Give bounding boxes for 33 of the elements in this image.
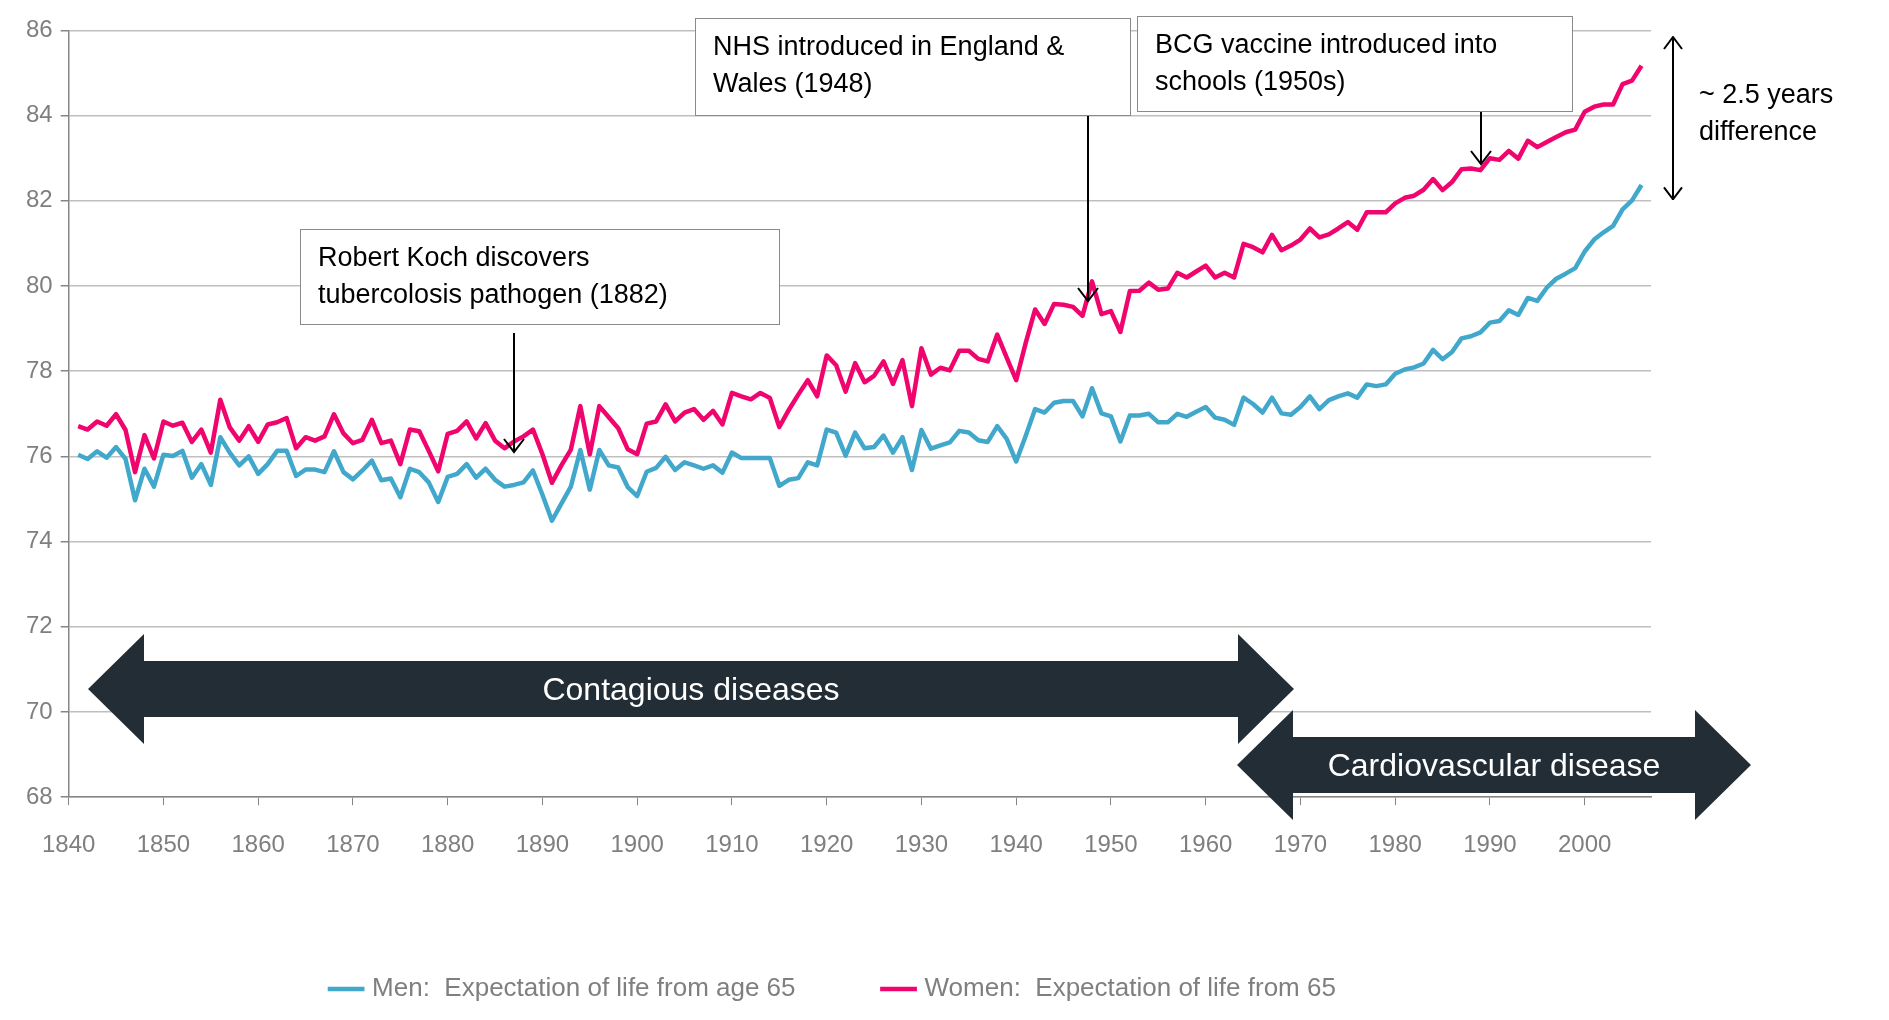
x-tick-label: 1920 bbox=[799, 830, 854, 858]
x-tick-label: 1850 bbox=[136, 830, 191, 858]
x-tick-label: 2000 bbox=[1557, 830, 1612, 858]
y-tick-label: 72 bbox=[25, 611, 53, 639]
x-tick-label: 1980 bbox=[1368, 830, 1422, 858]
x-tick-label: 1840 bbox=[42, 830, 96, 858]
y-tick-label: 76 bbox=[25, 441, 53, 469]
y-tick-label: 68 bbox=[25, 781, 53, 809]
x-tick-label: 1950 bbox=[1084, 830, 1138, 858]
x-tick-label: 1870 bbox=[326, 830, 380, 858]
x-tick-label: 1910 bbox=[705, 830, 759, 858]
y-tick-label: 78 bbox=[25, 355, 53, 383]
y-tick-label: 86 bbox=[25, 15, 53, 43]
text: ~ 2.5 years difference bbox=[1699, 77, 1835, 148]
y-tick-label: 80 bbox=[25, 270, 53, 298]
x-tick-label: 1930 bbox=[894, 830, 949, 858]
x-tick-label: 1990 bbox=[1463, 830, 1517, 858]
y-tick-label: 82 bbox=[25, 185, 53, 213]
annotation: Robert Koch discovers tubercolosis pathogen (1882) bbox=[318, 241, 669, 311]
y-tick-label: 74 bbox=[25, 526, 53, 554]
legend-label: Women: Expectation of life from 65 bbox=[924, 972, 1336, 1003]
x-tick-label: 1890 bbox=[515, 830, 570, 858]
annotation: NHS introduced in England & Wales (1948) bbox=[713, 30, 1066, 100]
x-tick-label: 1970 bbox=[1273, 830, 1328, 858]
x-tick-label: 1880 bbox=[421, 830, 475, 858]
legend-label: Men: Expectation of life from age 65 bbox=[372, 972, 796, 1003]
y-tick-label: 70 bbox=[25, 696, 53, 724]
y-tick-label: 84 bbox=[25, 100, 53, 128]
x-tick-label: 1940 bbox=[989, 830, 1043, 858]
x-tick-label: 1900 bbox=[610, 830, 664, 858]
x-tick-label: 1960 bbox=[1178, 830, 1233, 858]
x-tick-label: 1860 bbox=[231, 830, 285, 858]
annotation: BCG vaccine introduced into schools (1950s) bbox=[1155, 28, 1499, 98]
